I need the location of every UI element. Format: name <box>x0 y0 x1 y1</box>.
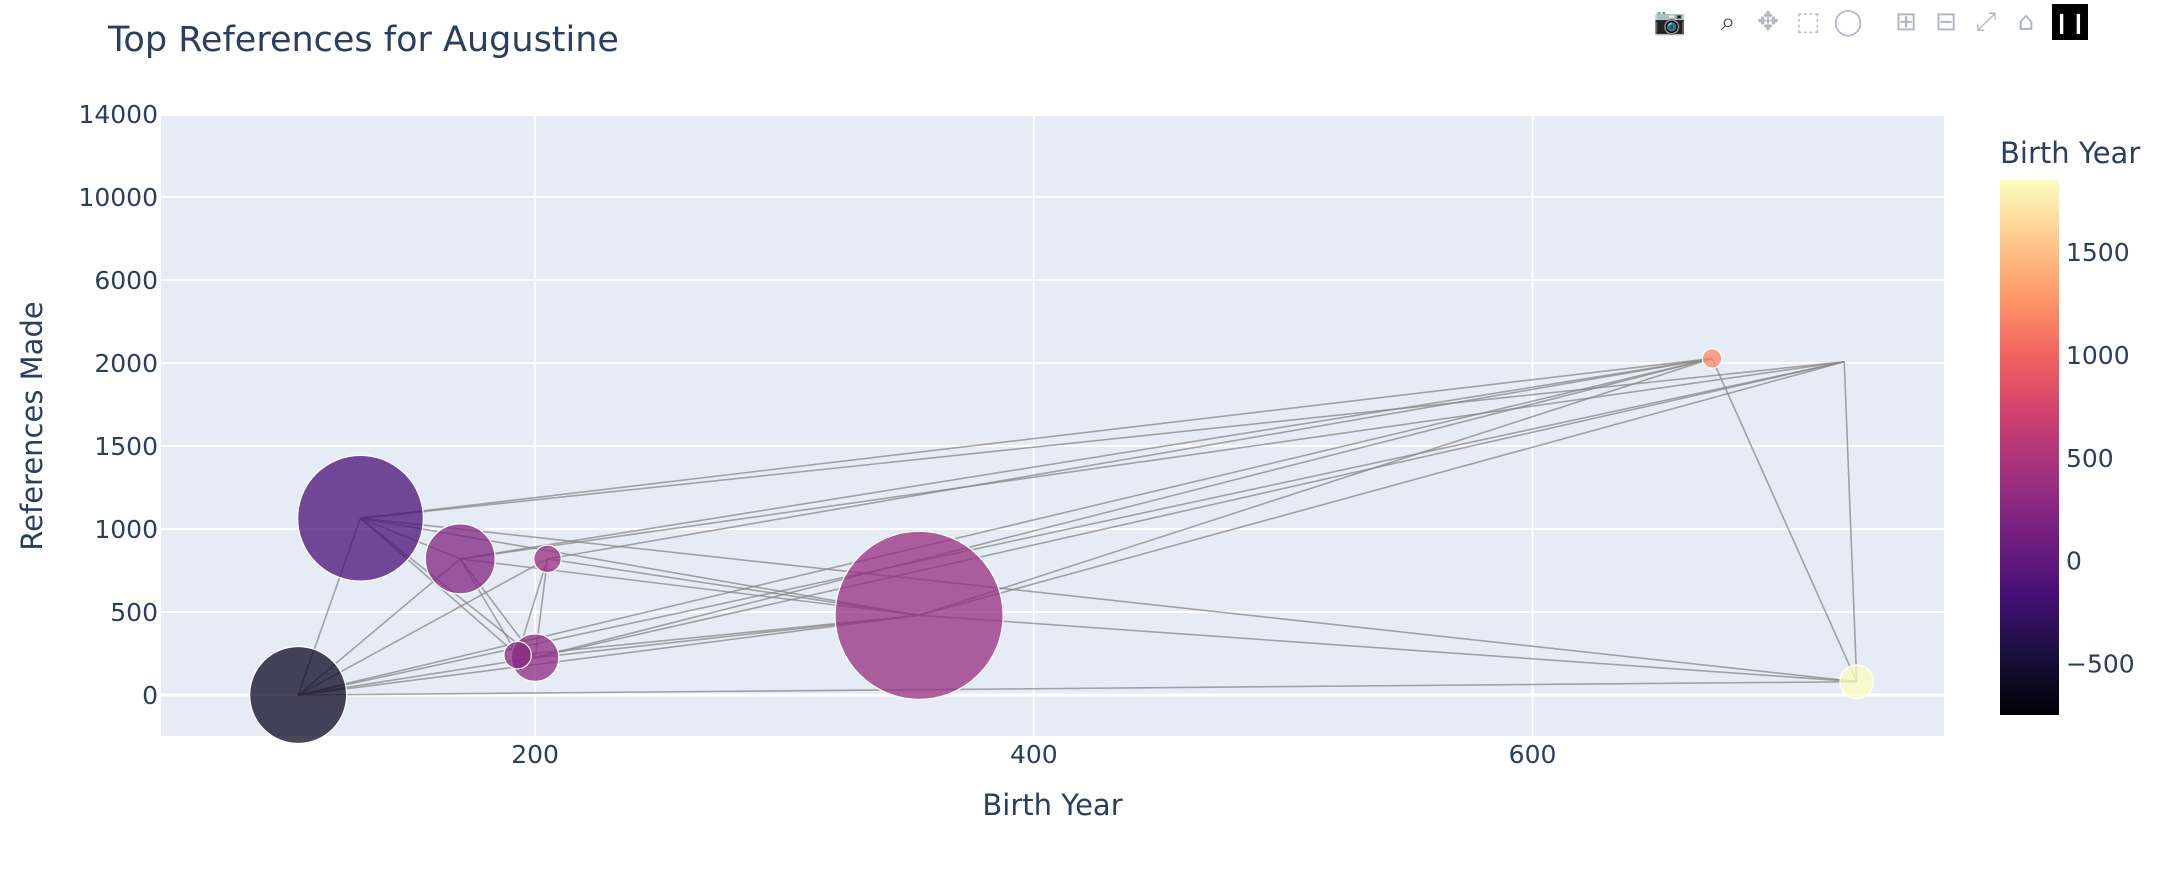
edge-line <box>460 360 1845 560</box>
colorbar-tick-label: 1500 <box>2066 238 2130 267</box>
edge-line <box>918 360 1845 617</box>
x-tick-label: 200 <box>511 740 559 769</box>
colorbar-tick-label: −500 <box>2066 650 2135 679</box>
zoom-out-icon[interactable]: ⊟ <box>1935 7 1957 37</box>
y-tick-label: 2000 <box>94 349 158 378</box>
box-select-icon[interactable]: ⬚ <box>1795 7 1821 37</box>
node-marker <box>249 645 348 745</box>
node-marker <box>533 544 562 574</box>
edge-line <box>547 357 1713 560</box>
x-tick-label: 400 <box>1010 740 1058 769</box>
edge-line <box>298 614 920 696</box>
node-marker <box>1839 664 1875 700</box>
y-tick-label: 0 <box>142 681 158 710</box>
y-tick-label: 1500 <box>94 432 158 461</box>
y-axis-title: References Made <box>15 301 49 550</box>
zoom-in-icon[interactable]: ⊞ <box>1895 7 1917 37</box>
autoscale-icon[interactable]: ⤢ <box>1975 6 1997 37</box>
y-tick-label: 10000 <box>78 183 158 212</box>
node-marker <box>424 523 496 595</box>
zoom-icon[interactable]: ⌕ <box>1720 6 1736 37</box>
edge-line <box>534 357 1713 659</box>
edge-line <box>360 357 1713 520</box>
colorbar-tick-label: 1000 <box>2066 341 2130 370</box>
colorbar-tick-label: 0 <box>2066 547 2082 576</box>
edge-line <box>918 357 1713 617</box>
plotly-logo-icon[interactable]: ❙❙ <box>2052 4 2088 40</box>
lasso-select-icon[interactable]: ◯ <box>1833 7 1863 37</box>
edge-line <box>919 614 1857 683</box>
plot-background <box>161 116 1944 736</box>
edge-line <box>460 357 1713 560</box>
modebar: 📷 ⌕ ✥ ⬚ ◯ ⊞ ⊟ ⤢ ⌂ ❙❙ <box>1650 4 2088 40</box>
edge-line <box>298 680 1857 696</box>
node-marker <box>834 530 1004 700</box>
edge-line <box>1843 361 1858 682</box>
node-marker <box>297 454 424 582</box>
camera-icon[interactable]: 📷 <box>1653 7 1687 37</box>
edge-line <box>360 517 1857 683</box>
y-tick-label: 500 <box>110 598 158 627</box>
y-tick-label: 14000 <box>78 100 158 129</box>
colorbar <box>2000 180 2059 715</box>
colorbar-tick-label: 500 <box>2066 444 2114 473</box>
reset-axes-icon[interactable]: ⌂ <box>2017 7 2035 37</box>
pan-icon[interactable]: ✥ <box>1757 7 1779 37</box>
edge-line <box>1711 358 1858 683</box>
x-axis-title: Birth Year <box>982 788 1122 822</box>
node-marker <box>1701 348 1723 369</box>
chart-title: Top References for Augustine <box>108 20 619 60</box>
x-tick-label: 600 <box>1509 740 1557 769</box>
node-marker <box>503 640 532 670</box>
y-tick-label: 6000 <box>94 266 158 295</box>
edge-line <box>534 360 1845 659</box>
edge-line <box>297 360 1845 696</box>
colorbar-title: Birth Year <box>2000 136 2141 170</box>
y-tick-label: 1000 <box>94 515 158 544</box>
